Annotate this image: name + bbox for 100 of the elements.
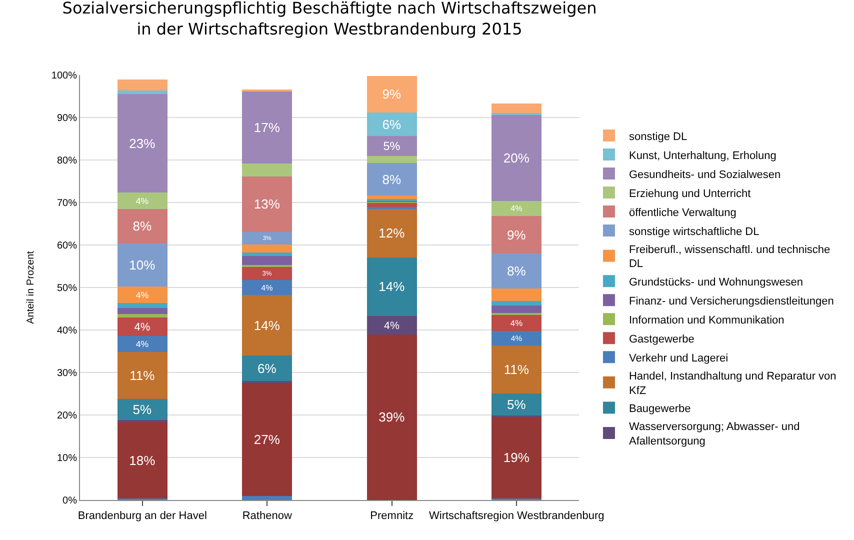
y-axis-title: Anteil in Prozent: [25, 250, 36, 324]
y-tick-label: 50%: [56, 283, 78, 294]
legend-label: Baugewerbe: [628, 402, 691, 415]
bar: [242, 496, 292, 500]
data-label: 4%: [134, 321, 150, 334]
data-label: 4%: [136, 196, 149, 206]
data-label: 4%: [384, 320, 400, 332]
bar: [366, 257, 417, 316]
bar: [242, 252, 292, 256]
bar: [117, 208, 168, 244]
bar: [117, 422, 168, 498]
data-label: 20%: [503, 150, 530, 166]
y-tick-label: 30%: [56, 368, 78, 379]
y-tick-label: 0%: [62, 496, 78, 506]
bar: [366, 334, 417, 500]
y-tick-label: 10%: [56, 453, 78, 464]
bar: [366, 316, 417, 334]
legend-label: Gastgewerbe: [628, 333, 694, 346]
bar: [366, 112, 417, 136]
bar: [242, 266, 292, 280]
data-label: 14%: [254, 318, 280, 333]
data-label: 27%: [254, 432, 280, 447]
data-label: 9%: [382, 86, 402, 102]
bar: [117, 352, 168, 399]
bar: [366, 208, 417, 258]
bar: [366, 156, 417, 163]
data-label: 19%: [503, 450, 530, 466]
bar: [492, 330, 542, 346]
data-label: 4%: [136, 290, 149, 300]
data-label: 8%: [382, 172, 402, 187]
legend-label: Information und Kommunikation: [628, 314, 784, 326]
y-tick-label: 100%: [51, 70, 78, 82]
x-tick-label: Rathenow: [242, 510, 292, 522]
legend-label: Grundstücks- und Wohnungswesen: [628, 276, 804, 288]
data-label: 17%: [254, 120, 280, 135]
bar: [117, 90, 168, 94]
bar: [492, 305, 542, 313]
bar: [242, 232, 292, 245]
data-label: 11%: [130, 368, 156, 383]
bar: [492, 315, 542, 331]
bar: [366, 136, 417, 156]
data-label: 6%: [258, 360, 277, 376]
legend-label: Verkehr und Lagerei: [628, 352, 728, 364]
bar: [492, 216, 542, 254]
chart-title: Sozialversicherungspflichtig Beschäftigte nach Wirtschaftszweigen in der Wirtschaftsregion Westbrandenburg 2015: [62, 0, 597, 38]
bar: [492, 346, 542, 394]
bar: [117, 336, 168, 352]
data-label: 5%: [383, 140, 401, 154]
y-tick-label: 70%: [56, 198, 78, 209]
x-tick-label: Brandenburg an der Havel: [78, 510, 207, 522]
legend-label: öffentliche Verwaltung: [628, 206, 736, 219]
y-tick-label: 90%: [56, 113, 78, 124]
bar: [242, 356, 292, 381]
bar: [117, 314, 168, 318]
data-label: 18%: [129, 452, 156, 468]
data-label: 12%: [378, 225, 406, 240]
y-tick-label: 40%: [56, 326, 78, 336]
bar: [117, 398, 168, 420]
data-label: 6%: [382, 116, 402, 132]
bar: [242, 383, 292, 496]
bar: [117, 80, 168, 91]
legend-label: Gesundheits- und Sozialwesen: [628, 168, 781, 181]
legend-label: Finanz- und Versicherungsdienstleitungen: [628, 295, 834, 308]
bar: [366, 202, 417, 208]
bar: [492, 103, 542, 113]
bar: [242, 92, 292, 164]
data-label: 8%: [132, 218, 152, 234]
bar: [492, 254, 542, 288]
legend-label: sonstige DL: [628, 130, 688, 143]
bar: [242, 256, 292, 265]
bar: [242, 89, 292, 92]
data-label: 11%: [504, 362, 530, 378]
bar: [366, 76, 417, 112]
y-tick-label: 60%: [56, 240, 78, 252]
bar: [492, 114, 542, 201]
bar: [242, 244, 292, 253]
x-tick-label: Wirtschaftsregion Westbrandenburg: [428, 510, 604, 522]
legend-label: sonstige wirtschaftliche DL: [628, 226, 760, 238]
data-label: 39%: [378, 410, 406, 425]
data-label: 13%: [254, 196, 280, 212]
bar: [492, 393, 542, 416]
bar: [366, 196, 417, 200]
bar: [492, 301, 542, 306]
bar: [117, 302, 168, 308]
bar: [117, 192, 168, 209]
bar: [242, 295, 292, 356]
bar: [117, 317, 168, 336]
bar: [117, 286, 168, 303]
bar: [117, 308, 168, 314]
bar: [242, 163, 292, 177]
bar: [492, 288, 542, 302]
legend-label: Wasserversorgung; Abwasser- und Afallentsorgung: [628, 421, 800, 448]
data-label: 23%: [129, 136, 156, 151]
bar: [492, 416, 542, 499]
legend-label: Kunst, Unterhaltung, Erholung: [628, 150, 776, 162]
data-label: 8%: [507, 263, 526, 278]
y-tick-label: 20%: [56, 410, 78, 422]
bar: [242, 280, 292, 296]
y-tick-label: 80%: [56, 156, 78, 166]
data-label: 9%: [507, 227, 526, 242]
